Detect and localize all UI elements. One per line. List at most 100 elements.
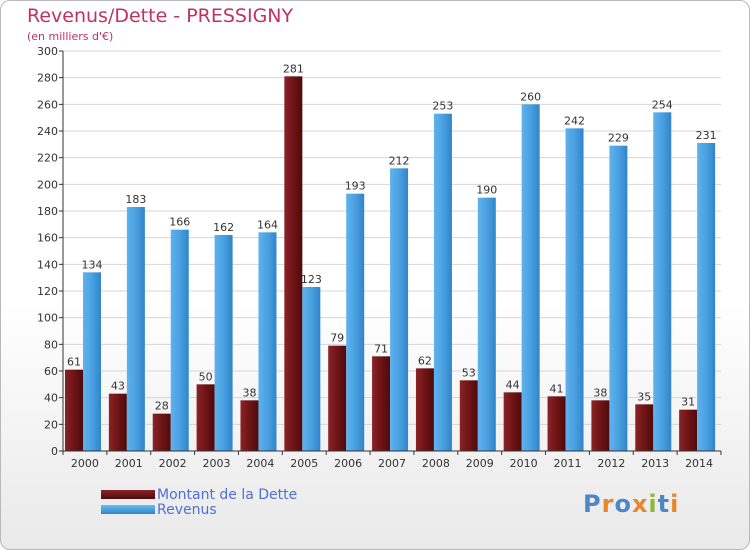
logo-letter: P — [583, 490, 602, 518]
data-label-dette: 71 — [374, 342, 388, 355]
x-tick-label: 2009 — [466, 457, 494, 470]
data-label-dette: 61 — [67, 356, 81, 369]
data-label-revenus: 260 — [520, 90, 541, 103]
data-label-dette: 44 — [506, 378, 520, 391]
logo-letter: i — [648, 490, 658, 518]
x-tick-label: 2012 — [597, 457, 625, 470]
bar-revenus — [83, 272, 101, 451]
y-tick-label: 160 — [37, 232, 58, 245]
bar-dette — [679, 409, 698, 451]
bar-revenus — [609, 145, 628, 451]
data-label-revenus: 183 — [125, 193, 146, 206]
chart-title: Revenus/Dette - PRESSIGNY — [27, 5, 294, 27]
x-tick-label: 2011 — [553, 457, 581, 470]
bar-dette — [240, 400, 259, 451]
x-tick-label: 2003 — [203, 457, 231, 470]
data-label-revenus: 229 — [608, 132, 629, 145]
x-tick-label: 2013 — [641, 457, 669, 470]
logo-letter: o — [614, 490, 632, 518]
data-label-dette: 79 — [330, 332, 344, 345]
bars — [65, 76, 716, 452]
data-label-dette: 62 — [418, 354, 432, 367]
y-tick-label: 260 — [37, 98, 58, 111]
data-label-revenus: 231 — [696, 129, 717, 142]
data-label-revenus: 212 — [389, 154, 410, 167]
x-tick-label: 2002 — [159, 457, 187, 470]
logo-letter: r — [601, 490, 615, 518]
bar-revenus — [521, 104, 540, 451]
bar-revenus — [653, 112, 672, 451]
bar-revenus — [433, 113, 452, 452]
data-label-dette: 35 — [637, 390, 651, 403]
y-tick-label: 0 — [51, 445, 58, 458]
logo-letter: x — [631, 490, 649, 518]
bar-revenus — [170, 229, 189, 451]
legend-swatch-dette — [101, 490, 155, 499]
data-label-dette: 38 — [593, 386, 607, 399]
data-label-dette: 41 — [550, 382, 564, 395]
data-label-dette: 31 — [681, 396, 695, 409]
bar-revenus — [697, 143, 716, 451]
x-tick-label: 2014 — [685, 457, 713, 470]
bar-dette — [284, 76, 303, 451]
logo-letter: t — [657, 490, 671, 518]
data-label-revenus: 193 — [345, 180, 366, 193]
legend-item-dette: Montant de la Dette — [101, 486, 298, 503]
bar-revenus — [390, 168, 409, 452]
data-labels: 61 134 43 183 28 166 50 162 38 164 281 123 79 193 71 21… — [67, 62, 717, 412]
x-tick-label: 2007 — [378, 457, 406, 470]
data-label-revenus: 123 — [301, 273, 322, 286]
bar-dette — [415, 368, 434, 451]
x-tick-label: 2006 — [334, 457, 362, 470]
x-tick-label: 2008 — [422, 457, 450, 470]
bar-dette — [459, 380, 478, 451]
data-label-revenus: 242 — [564, 114, 585, 127]
data-label-revenus: 166 — [169, 216, 190, 229]
data-label-revenus: 164 — [257, 218, 278, 231]
x-tick-label: 2005 — [290, 457, 318, 470]
bar-dette — [328, 345, 347, 451]
bar-revenus — [126, 207, 145, 451]
legend-label-dette: Montant de la Dette — [157, 486, 298, 503]
data-label-dette: 53 — [462, 366, 476, 379]
y-tick-label: 200 — [37, 178, 58, 191]
data-label-revenus: 190 — [476, 184, 497, 197]
y-tick-label: 20 — [44, 418, 58, 431]
legend-label-revenus: Revenus — [157, 501, 217, 518]
bar-dette — [65, 369, 83, 451]
data-label-revenus: 162 — [213, 221, 234, 234]
bar-revenus — [258, 232, 277, 451]
bar-revenus — [477, 197, 496, 451]
bar-dette — [635, 404, 654, 451]
bar-revenus — [565, 128, 584, 451]
y-tick-label: 280 — [37, 72, 58, 85]
data-label-revenus: 134 — [82, 258, 103, 271]
data-label-dette: 50 — [199, 370, 213, 383]
y-tick-label: 240 — [37, 125, 58, 138]
bar-dette — [372, 356, 391, 451]
data-label-dette: 38 — [242, 386, 256, 399]
y-tick-label: 180 — [37, 205, 58, 218]
data-label-dette: 281 — [283, 62, 304, 75]
y-tick-label: 140 — [37, 258, 58, 271]
y-tick-label: 40 — [44, 392, 58, 405]
x-tick-label: 2001 — [115, 457, 143, 470]
x-tick-label: 2010 — [510, 457, 538, 470]
y-tick-label: 120 — [37, 285, 58, 298]
x-tick-label: 2000 — [71, 457, 99, 470]
bar-revenus — [302, 287, 321, 451]
bar-dette — [108, 393, 127, 451]
y-tick-label: 220 — [37, 152, 58, 165]
data-label-revenus: 253 — [432, 100, 453, 113]
bar-dette — [503, 392, 522, 451]
axes: 0 20 40 60 80 100 120 140 160 180 200 220 240 260 280 3… — [37, 45, 722, 470]
y-tick-label: 60 — [44, 365, 58, 378]
data-label-dette: 43 — [111, 380, 125, 393]
proxiti-logo: Proxiti — [583, 490, 679, 518]
legend: Montant de la Dette Revenus — [101, 486, 298, 518]
bar-revenus — [214, 235, 233, 451]
y-tick-label: 100 — [37, 312, 58, 325]
y-tick-label: 80 — [44, 338, 58, 351]
